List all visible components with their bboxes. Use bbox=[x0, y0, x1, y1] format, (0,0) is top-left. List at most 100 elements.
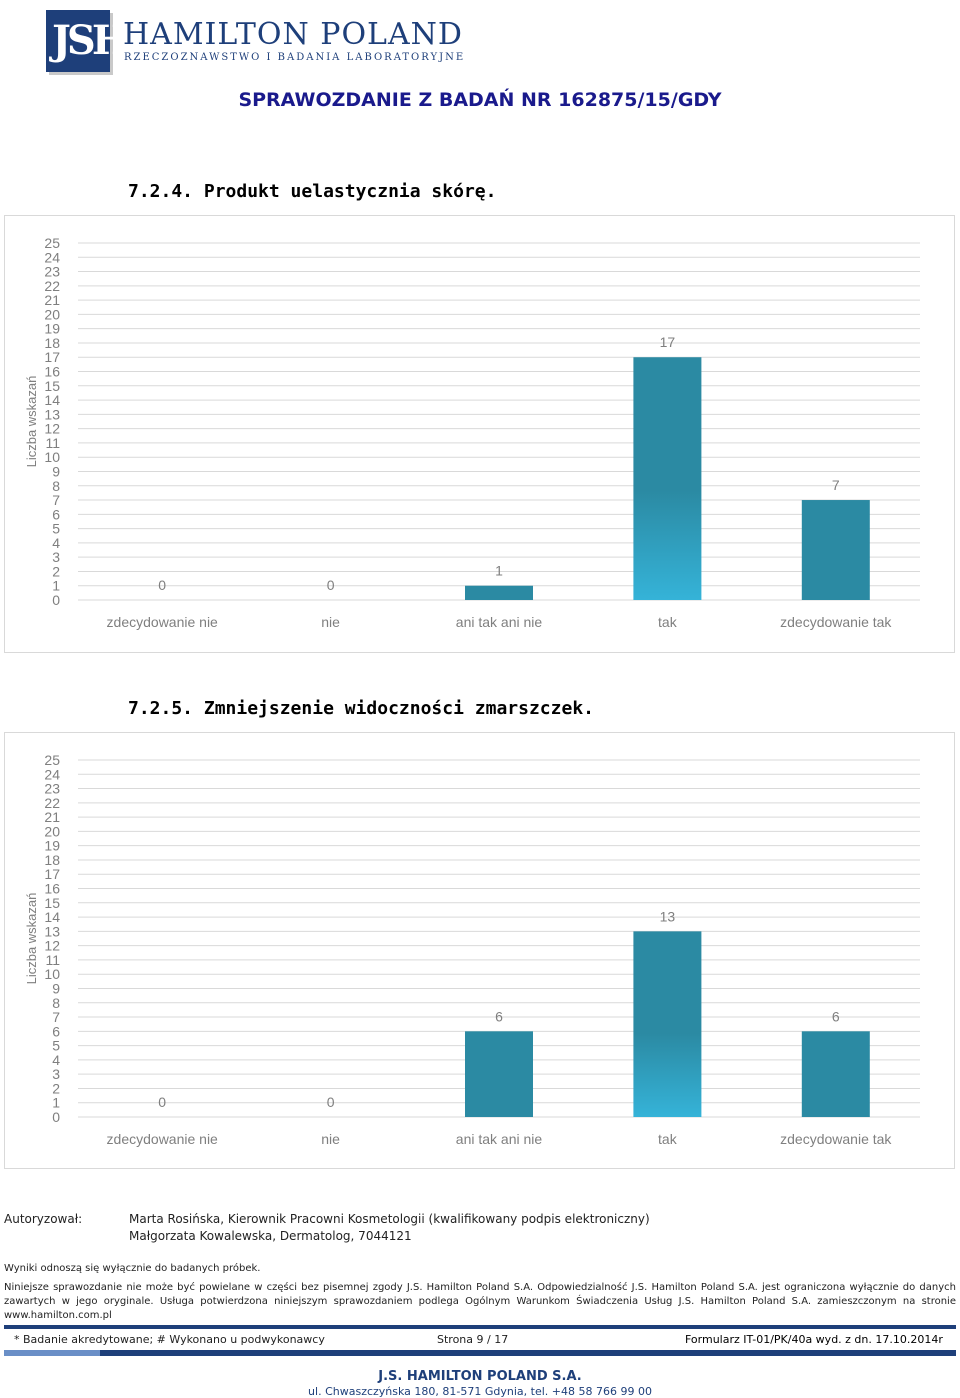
y-tick-label: 2 bbox=[52, 563, 60, 579]
footer-divider bbox=[4, 1325, 956, 1329]
y-tick-label: 11 bbox=[45, 952, 60, 968]
y-tick-label: 22 bbox=[44, 278, 60, 294]
y-tick-label: 3 bbox=[52, 1066, 60, 1082]
bar-chart-svg: Liczba wskazań01234567891011121314151617… bbox=[24, 235, 920, 630]
bar bbox=[801, 1031, 870, 1117]
y-tick-label: 4 bbox=[52, 535, 60, 551]
y-tick-label: 10 bbox=[44, 966, 60, 982]
y-tick-label: 20 bbox=[44, 823, 60, 839]
y-tick-label: 21 bbox=[44, 292, 60, 308]
x-tick-label: tak bbox=[658, 1131, 678, 1147]
section-title: 7.2.5. Zmniejszenie widoczności zmarszcz… bbox=[128, 698, 594, 719]
data-label: 17 bbox=[660, 334, 676, 350]
bar-chart: Liczba wskazań 0 1 2 3 4 5 6 7 8 9 10 11 12 13 14 15 16 17… bbox=[4, 732, 955, 1169]
y-tick-label: 10 bbox=[44, 449, 60, 465]
y-tick-label: 0 bbox=[52, 592, 60, 608]
data-label: 1 bbox=[495, 563, 503, 579]
y-tick-label: 0 bbox=[52, 1109, 60, 1125]
x-tick-label: zdecydowanie nie bbox=[107, 614, 219, 630]
x-tick-label: nie bbox=[321, 1131, 340, 1147]
y-tick-label: 6 bbox=[52, 1023, 60, 1039]
form-info: Formularz IT-01/PK/40a wyd. z dn. 17.10.… bbox=[685, 1333, 943, 1346]
y-tick-label: 7 bbox=[52, 492, 60, 508]
y-tick-label: 16 bbox=[44, 364, 60, 380]
y-tick-label: 18 bbox=[44, 335, 60, 351]
y-tick-label: 18 bbox=[44, 852, 60, 868]
logo-monogram: JSH bbox=[52, 17, 130, 64]
y-axis-label: Liczba wskazań bbox=[24, 376, 39, 468]
bar-chart-svg: Liczba wskazań01234567891011121314151617… bbox=[24, 752, 920, 1147]
data-label: 0 bbox=[158, 577, 166, 593]
section-title: 7.2.4. Produkt uelastycznia skórę. bbox=[128, 181, 497, 202]
y-tick-label: 1 bbox=[52, 1095, 60, 1111]
y-tick-label: 2 bbox=[52, 1080, 60, 1096]
y-tick-label: 19 bbox=[44, 321, 60, 337]
y-tick-label: 20 bbox=[44, 306, 60, 322]
bar bbox=[633, 931, 702, 1117]
bar bbox=[633, 357, 702, 600]
bar bbox=[465, 1031, 533, 1117]
y-tick-label: 23 bbox=[44, 781, 60, 797]
authorized-person: Małgorzata Kowalewska, Dermatolog, 70441… bbox=[129, 1229, 412, 1243]
y-tick-label: 6 bbox=[52, 506, 60, 522]
y-tick-label: 12 bbox=[44, 421, 60, 437]
y-tick-label: 24 bbox=[44, 249, 60, 265]
y-tick-label: 3 bbox=[52, 549, 60, 565]
x-tick-label: zdecydowanie tak bbox=[780, 1131, 892, 1147]
y-tick-label: 8 bbox=[52, 478, 60, 494]
authorized-person: Marta Rosińska, Kierownik Pracowni Kosme… bbox=[129, 1212, 650, 1226]
company-name: J.S. HAMILTON POLAND S.A. bbox=[378, 1369, 582, 1384]
data-label: 0 bbox=[158, 1094, 166, 1110]
bar bbox=[465, 585, 533, 600]
y-tick-label: 15 bbox=[44, 378, 60, 394]
y-tick-label: 17 bbox=[44, 866, 60, 882]
data-label: 0 bbox=[327, 577, 335, 593]
bar-chart: Liczba wskazań 0 1 2 3 4 5 6 7 8 9 10 11 12 13 14 15 16 17… bbox=[4, 215, 955, 653]
accreditation-note: * Badanie akredytowane; # Wykonano u pod… bbox=[14, 1333, 325, 1346]
y-tick-label: 21 bbox=[44, 809, 60, 825]
y-tick-label: 15 bbox=[44, 895, 60, 911]
y-tick-label: 9 bbox=[52, 980, 60, 996]
footer-divider bbox=[4, 1350, 956, 1356]
report-title: SPRAWOZDANIE Z BADAŃ NR 162875/15/GDY bbox=[238, 89, 722, 111]
y-tick-label: 25 bbox=[44, 752, 60, 768]
y-tick-label: 5 bbox=[52, 1038, 60, 1054]
y-tick-label: 4 bbox=[52, 1052, 60, 1068]
x-tick-label: zdecydowanie nie bbox=[107, 1131, 219, 1147]
y-tick-label: 12 bbox=[44, 938, 60, 954]
y-tick-label: 14 bbox=[44, 392, 60, 408]
data-label: 7 bbox=[832, 477, 840, 493]
page-number: Strona 9 / 17 bbox=[437, 1333, 509, 1346]
y-tick-label: 23 bbox=[44, 264, 60, 280]
y-tick-label: 13 bbox=[44, 406, 60, 422]
y-tick-label: 16 bbox=[44, 881, 60, 897]
logo-company-name: HAMILTON POLAND bbox=[123, 17, 463, 52]
y-tick-label: 22 bbox=[44, 795, 60, 811]
x-tick-label: tak bbox=[658, 614, 678, 630]
authorized-label: Autoryzował: bbox=[4, 1212, 83, 1226]
logo-tagline: RZECZOZNAWSTWO I BADANIA LABORATORYJNE bbox=[124, 52, 466, 63]
y-tick-label: 24 bbox=[44, 766, 60, 782]
y-axis-label: Liczba wskazań bbox=[24, 893, 39, 985]
y-tick-label: 13 bbox=[44, 923, 60, 939]
y-tick-label: 17 bbox=[44, 349, 60, 365]
company-logo: JSH HAMILTON POLAND RZECZOZNAWSTWO I BAD… bbox=[46, 10, 463, 74]
x-tick-label: ani tak ani nie bbox=[456, 614, 543, 630]
y-tick-label: 19 bbox=[44, 838, 60, 854]
data-label: 6 bbox=[832, 1008, 840, 1024]
bar bbox=[801, 500, 870, 600]
y-tick-label: 8 bbox=[52, 995, 60, 1011]
y-tick-label: 1 bbox=[52, 578, 60, 594]
y-tick-label: 25 bbox=[44, 235, 60, 251]
logo-emblem: JSH bbox=[46, 10, 130, 72]
data-label: 6 bbox=[495, 1008, 503, 1024]
copyright-note: Niniejsze sprawozdanie nie może być powi… bbox=[4, 1282, 956, 1321]
results-note: Wyniki odnoszą się wyłącznie do badanych… bbox=[4, 1263, 261, 1274]
x-tick-label: ani tak ani nie bbox=[456, 1131, 543, 1147]
y-tick-label: 5 bbox=[52, 521, 60, 537]
data-label: 0 bbox=[327, 1094, 335, 1110]
y-tick-label: 11 bbox=[45, 435, 60, 451]
y-tick-label: 14 bbox=[44, 909, 60, 925]
y-tick-label: 9 bbox=[52, 463, 60, 479]
x-tick-label: nie bbox=[321, 614, 340, 630]
